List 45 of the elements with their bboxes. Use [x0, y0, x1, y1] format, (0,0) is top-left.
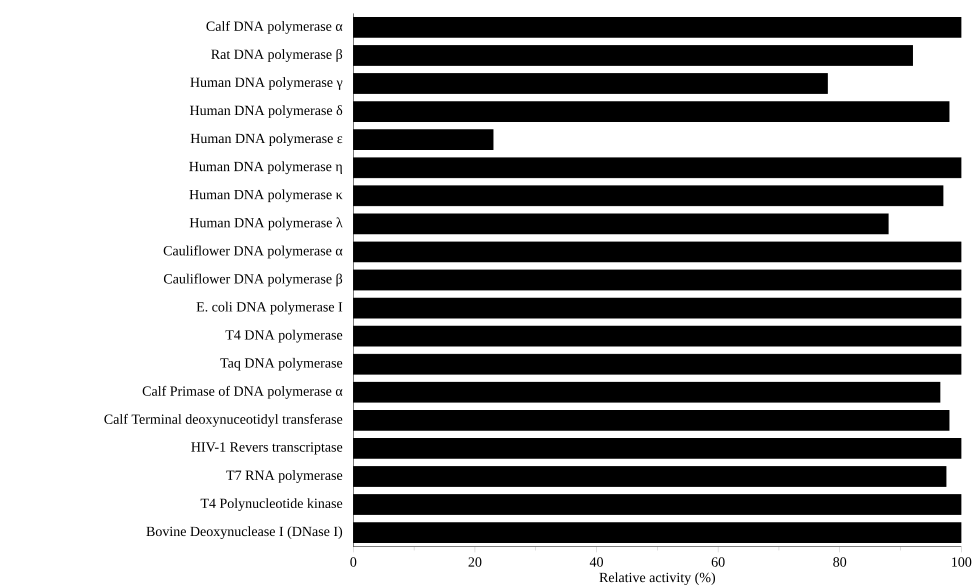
- y-tick-label: Human DNA polymerase ε: [190, 133, 342, 146]
- y-tick-label: Rat DNA polymerase β: [211, 49, 342, 62]
- bar: [353, 466, 946, 488]
- y-tick-label: E. coli DNA polymerase I: [196, 302, 342, 315]
- bar: [353, 242, 962, 262]
- x-tick-label: 20: [468, 557, 482, 567]
- bar: [353, 326, 962, 347]
- x-tick-label: 80: [833, 557, 846, 567]
- y-tick-label: HIV-1 Revers transcriptase: [191, 442, 342, 455]
- y-tick-label: T4 DNA polymerase: [226, 330, 342, 343]
- y-tick-label: Human DNA polymerase λ: [190, 218, 343, 230]
- bar: [353, 214, 889, 234]
- y-tick-label: T4 Polynucleotide kinase: [200, 498, 342, 512]
- bar: [353, 354, 962, 375]
- y-tick-label: Cauliflower DNA polymerase β: [164, 274, 342, 287]
- x-tick-label: 100: [952, 557, 972, 567]
- x-axis-title: Relative activity (%): [599, 572, 716, 586]
- y-tick-label: Human DNA polymerase δ: [190, 105, 342, 118]
- bar: [353, 298, 962, 319]
- bar: [353, 438, 962, 459]
- x-tick-label: 40: [590, 557, 603, 567]
- bar: [353, 129, 494, 150]
- bar: [353, 45, 913, 66]
- bar: [353, 17, 962, 38]
- bar: [353, 522, 962, 544]
- y-tick-label: T7 RNA polymerase: [226, 470, 342, 484]
- bar: [353, 494, 962, 516]
- y-tick-label: Calf Terminal deoxynuceotidyl transferase: [104, 414, 342, 427]
- bar: [353, 382, 940, 403]
- y-tick-label: Human DNA polymerase γ: [190, 77, 342, 90]
- y-tick-label: Calf Primase of DNA polymerase α: [142, 386, 342, 399]
- x-tick-label: 60: [712, 557, 725, 567]
- y-tick-label: Cauliflower DNA polymerase α: [164, 246, 342, 259]
- y-tick-label: Human DNA polymerase η: [189, 162, 342, 174]
- y-tick-label: Taq DNA polymerase: [220, 358, 342, 371]
- y-tick-label: Bovine Deoxynuclease I (DNase I): [146, 526, 342, 540]
- bar: [353, 270, 962, 291]
- y-tick-label: Calf DNA polymerase α: [206, 21, 342, 34]
- bar: [353, 101, 950, 122]
- bar: [353, 186, 944, 206]
- x-tick-label: 0: [350, 557, 356, 567]
- y-tick-label: Human DNA polymerase κ: [189, 190, 343, 202]
- bar: [353, 158, 962, 178]
- bar: [353, 410, 950, 431]
- bar: [353, 73, 828, 94]
